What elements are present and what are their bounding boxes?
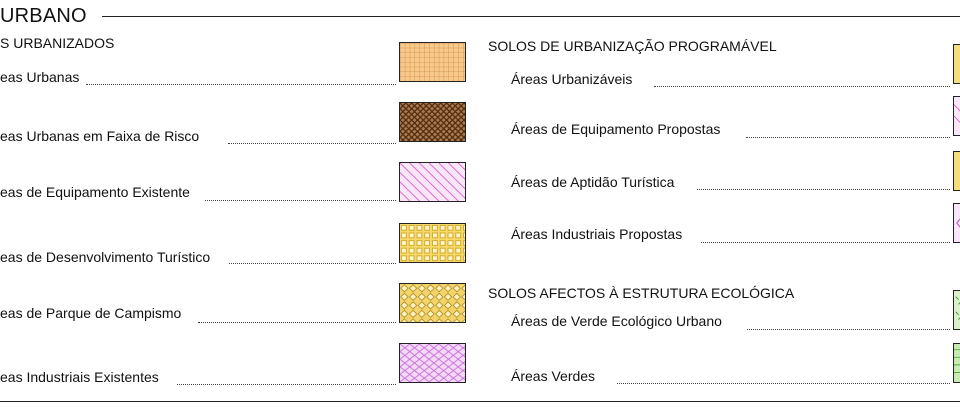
section-title-urbanizados: S URBANIZADOS (0, 35, 115, 51)
leader-line (86, 84, 396, 85)
legend-item-label: Áreas Urbanizáveis (511, 71, 633, 87)
swatch-aptidao-turistica (953, 151, 960, 191)
legend-item-label: eas de Equipamento Existente (0, 184, 190, 200)
section-title-urbanizacao-programavel: SOLOS DE URBANIZAÇÃO PROGRAMÁVEL (488, 38, 777, 54)
legend-item-label: eas Industriais Existentes (0, 369, 159, 385)
leader-line (205, 200, 396, 201)
leader-line (229, 263, 396, 264)
legend-item-label: eas Urbanas em Faixa de Risco (0, 128, 200, 144)
leader-line (747, 329, 950, 330)
leader-line (198, 322, 396, 323)
legend-item-label: Áreas Industriais Propostas (511, 226, 683, 242)
legend-item-label: eas Urbanas (0, 69, 80, 85)
swatch-industriais-existentes (399, 343, 466, 383)
leader-line (228, 143, 396, 144)
legend-title: URBANO (0, 5, 87, 27)
swatch-verde-ecologico (953, 290, 960, 330)
bottom-rule (0, 401, 960, 402)
section-title-estrutura-ecologica: SOLOS AFECTOS À ESTRUTURA ECOLÓGICA (488, 285, 795, 301)
swatch-equipamento-existente (399, 162, 466, 202)
leader-line (701, 242, 950, 243)
swatch-areas-urbanas (399, 42, 466, 82)
leader-line (617, 383, 950, 384)
legend-item-label: eas de Desenvolvimento Turístico (0, 249, 211, 265)
title-rule (102, 16, 960, 17)
legend-item-label: Áreas de Equipamento Propostas (511, 121, 721, 137)
swatch-industriais-propostas (953, 203, 960, 243)
leader-line (697, 189, 950, 190)
swatch-areas-verdes (953, 343, 960, 383)
leader-line (746, 137, 950, 138)
legend-item-label: Áreas de Aptidão Turística (511, 174, 675, 190)
swatch-parque-campismo (399, 283, 466, 323)
legend-item-label: eas de Parque de Campismo (0, 305, 182, 321)
swatch-desenvolvimento-turistico (399, 223, 466, 263)
leader-line (177, 384, 396, 385)
leader-line (654, 86, 950, 87)
swatch-equipamento-propostas (953, 96, 960, 136)
legend-item-label: Áreas de Verde Ecológico Urbano (511, 313, 722, 329)
legend-item-label: Áreas Verdes (511, 368, 596, 384)
swatch-areas-urbanizaveis (953, 44, 960, 84)
swatch-areas-urbanas-risco (399, 102, 466, 142)
